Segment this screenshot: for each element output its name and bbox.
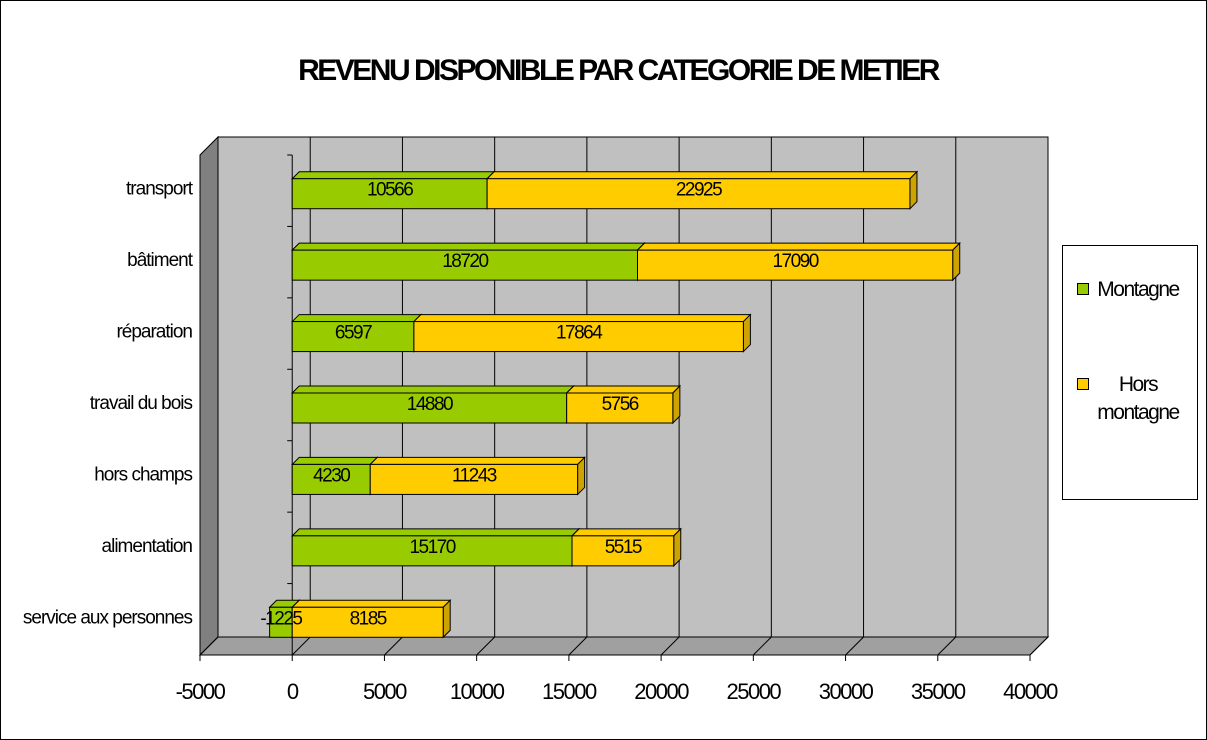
data-label: 15170 (409, 537, 455, 558)
bar (413, 321, 744, 353)
bar (486, 178, 911, 210)
data-label: 17090 (772, 251, 818, 272)
side-wall (199, 135, 219, 657)
legend: Montagne Hors montagne (1062, 245, 1198, 500)
y-tick-label: hors champs (94, 464, 192, 485)
floor (198, 636, 1050, 656)
bar-end (672, 384, 681, 425)
bar (566, 392, 674, 424)
legend-item: Montagne (1077, 276, 1192, 304)
bar-end (442, 599, 451, 639)
floor-grid (660, 636, 680, 656)
bar (571, 535, 675, 567)
floor-grid (845, 636, 864, 656)
bar (291, 606, 444, 638)
bar (291, 463, 371, 495)
legend-swatch (1077, 378, 1089, 390)
floor-grid (291, 636, 311, 656)
y-tick-label: alimentation (102, 536, 193, 557)
data-label: 8185 (350, 608, 387, 629)
data-label: 4230 (313, 465, 350, 486)
legend-swatch (1077, 283, 1089, 295)
bar-top (291, 314, 423, 323)
data-label: 11243 (452, 465, 497, 486)
data-label: 10566 (367, 180, 413, 201)
data-label: 5756 (602, 394, 639, 415)
data-label: 17864 (556, 323, 603, 344)
floor-grid (568, 636, 588, 656)
x-tick-label: -5000 (176, 679, 226, 704)
data-label: 14880 (407, 394, 453, 415)
bar (291, 321, 415, 353)
y-tick-label: réparation (116, 322, 192, 343)
data-label: 22925 (676, 180, 722, 201)
legend-item: Hors montagne (1077, 371, 1192, 427)
bar-top (412, 314, 752, 323)
bar-top (291, 456, 379, 465)
x-tick-label: 15000 (542, 679, 597, 704)
floor-grid (752, 636, 772, 656)
legend-label: Montagne (1097, 278, 1180, 301)
bar-end (952, 241, 961, 282)
bar (369, 463, 579, 495)
bar-end (673, 527, 682, 568)
y-tick-label: travail du bois (90, 393, 193, 414)
x-tick-label: 5000 (363, 679, 407, 704)
floor-grid (1029, 636, 1049, 656)
floor-grid (384, 636, 403, 656)
bar-end (742, 313, 751, 353)
bar (291, 249, 639, 281)
bar-top (485, 171, 919, 180)
data-label: 5515 (605, 537, 642, 558)
bar-top (570, 528, 682, 537)
x-tick-label: 30000 (819, 679, 874, 704)
x-tick-label: 25000 (726, 679, 781, 704)
bar-end (909, 170, 918, 210)
bar-top (369, 456, 586, 465)
data-label: 18720 (442, 251, 488, 272)
chart-title: REVENU DISPONIBLE PAR CATEGORIE DE METIE… (298, 54, 941, 87)
data-label: 6597 (335, 323, 372, 344)
x-tick-label: 0 (287, 679, 299, 704)
y-tick-label: transport (126, 179, 194, 200)
bar (637, 249, 954, 281)
bar-top (636, 242, 961, 251)
y-tick-label: bâtiment (127, 250, 194, 271)
x-tick-label: 10000 (450, 679, 505, 704)
x-tick-label: 20000 (634, 679, 689, 704)
bar-end (577, 456, 586, 496)
x-tick-label: 40000 (1003, 679, 1058, 704)
bar-top (565, 385, 682, 394)
bar-top (291, 242, 646, 251)
floor-grid (199, 636, 219, 656)
y-tick-label: service aux personnes (23, 607, 193, 628)
bar (291, 392, 568, 424)
x-tick-label: 35000 (911, 679, 966, 704)
legend-label: Hors montagne (1097, 373, 1180, 424)
bar-top (291, 385, 575, 394)
bar-top (291, 171, 496, 180)
floor-grid (476, 636, 496, 656)
bar-top (291, 599, 452, 608)
bar-top (291, 528, 581, 537)
data-label: -1225 (260, 608, 302, 629)
floor-grid (937, 636, 957, 656)
